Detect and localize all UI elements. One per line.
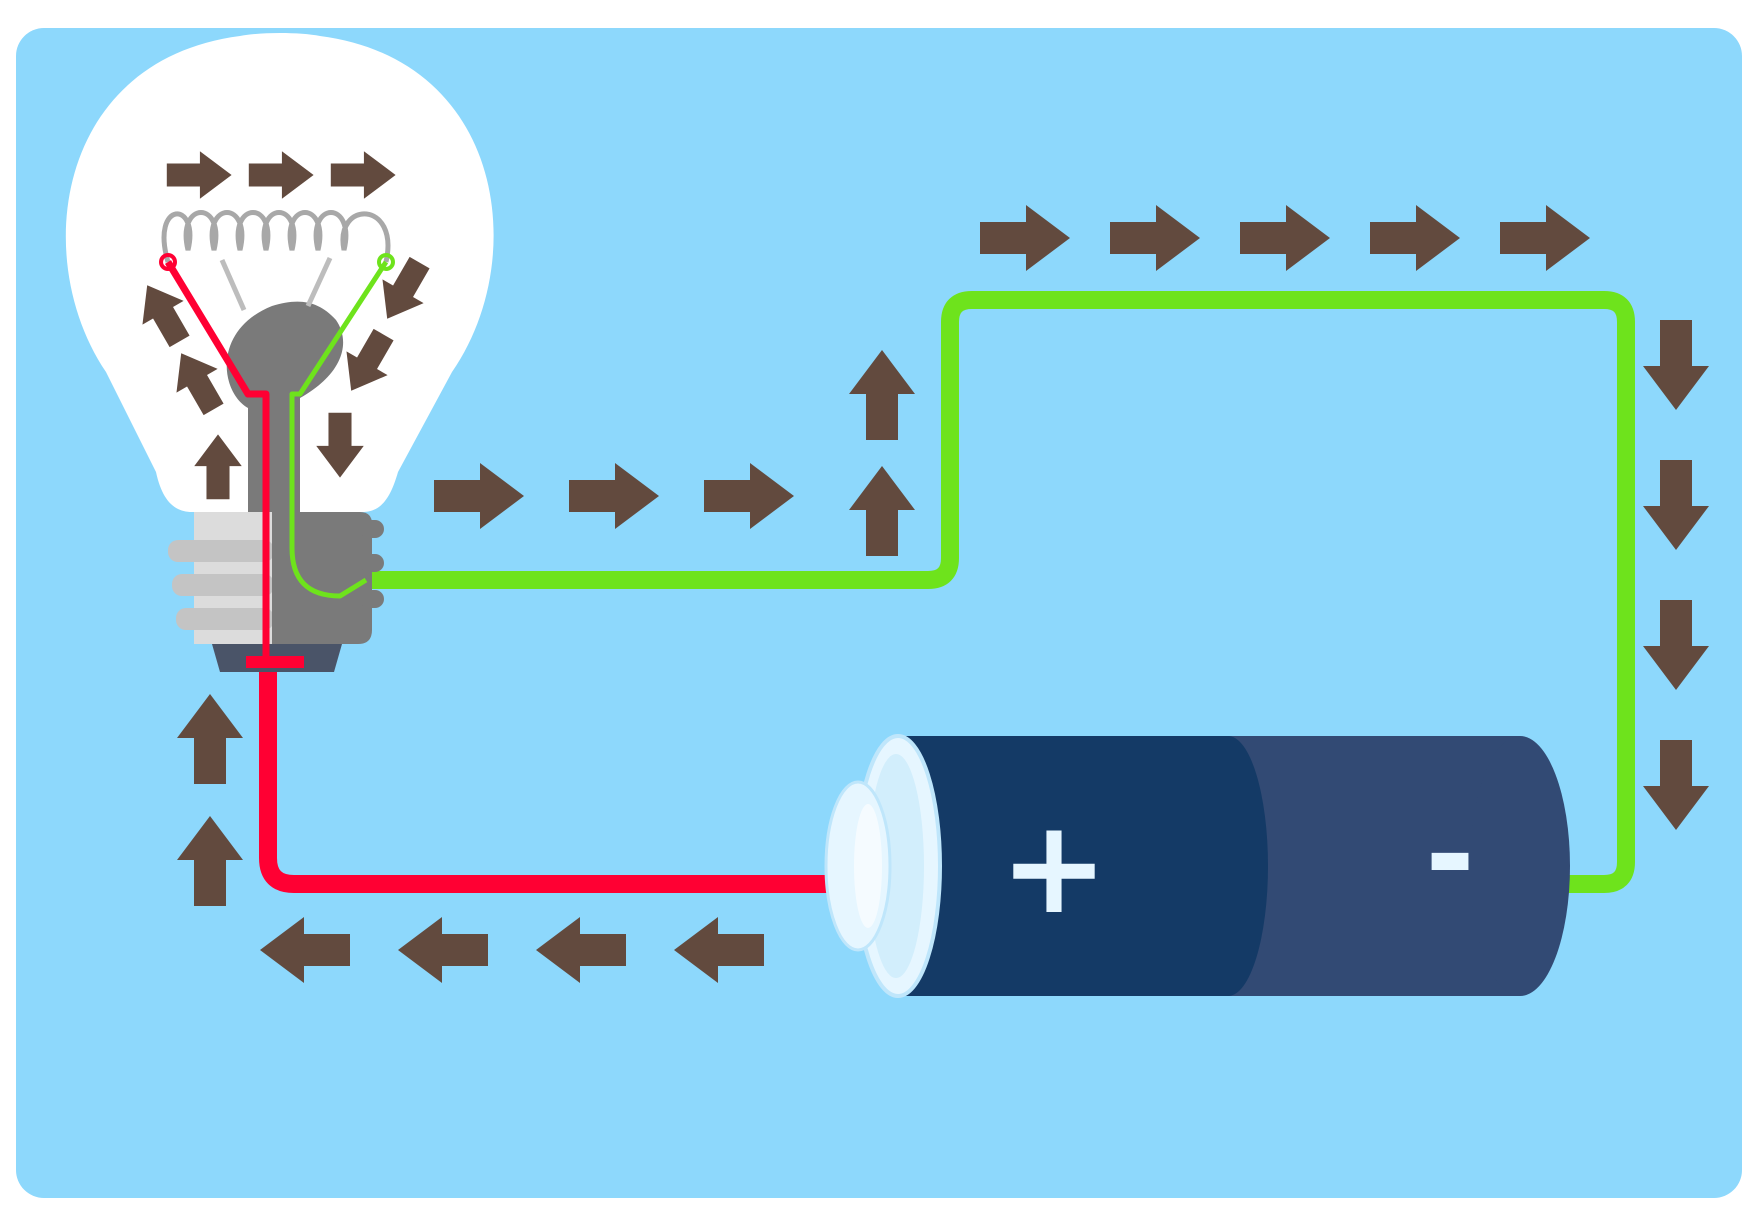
bulb-contacts (360, 520, 384, 608)
positive-wire (259, 672, 846, 893)
bulb-glass (65, 33, 494, 512)
bulb-bottom-contact (246, 656, 304, 668)
filament-support-left (219, 258, 247, 312)
filament-contact-left (159, 253, 177, 271)
filament-contact-right (377, 253, 395, 271)
battery-negative-symbol: - (1425, 786, 1475, 925)
bulb-threads (168, 540, 274, 630)
battery-body-divider (1188, 736, 1268, 996)
light-bulb-icon (65, 33, 494, 672)
battery-negative-end (1470, 736, 1570, 996)
filament-icon (161, 210, 391, 263)
bulb-negative-lead (289, 260, 389, 599)
battery-terminal-highlight (854, 804, 882, 928)
negative-wire (368, 291, 1635, 893)
filament-support-right (305, 256, 333, 308)
battery-icon: + - (824, 734, 1570, 998)
bulb-base-right (272, 512, 372, 644)
battery-positive-symbol: + (1000, 791, 1109, 943)
bulb-stem (226, 301, 344, 512)
wires (259, 291, 1635, 893)
battery-positive-body (898, 736, 1228, 996)
